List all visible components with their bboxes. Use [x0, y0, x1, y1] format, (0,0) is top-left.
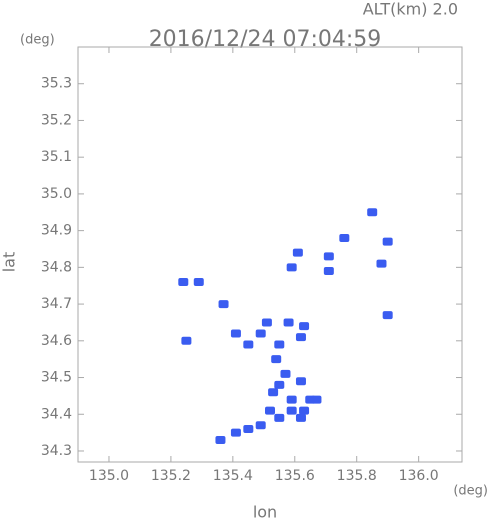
echo: [339, 233, 350, 242]
echo: [286, 395, 297, 404]
echo: [283, 318, 294, 327]
echo: [382, 311, 393, 320]
echo: [323, 267, 334, 276]
y-tick-label: 34.7: [41, 296, 72, 312]
echo: [265, 406, 275, 415]
x-tick-label: 135.8: [337, 468, 377, 484]
echo: [367, 208, 378, 217]
echo: [280, 369, 291, 378]
y-tick-label: 34.3: [41, 443, 72, 459]
y-tick-label: 35.3: [41, 76, 72, 92]
echo: [274, 340, 285, 349]
echo: [274, 380, 285, 389]
x-unit: (deg): [453, 484, 488, 499]
y-tick-label: 34.4: [41, 406, 72, 422]
echo: [243, 424, 254, 433]
x-tick-label: 135.2: [151, 468, 191, 484]
x-axis-label: lon: [253, 503, 277, 521]
echo: [292, 248, 303, 257]
echo: [243, 340, 254, 349]
echo: [218, 300, 229, 309]
x-tick-label: 135.0: [89, 468, 129, 484]
echo: [274, 413, 285, 422]
echo: [311, 395, 322, 404]
echo: [299, 406, 310, 415]
y-unit: (deg): [20, 33, 55, 48]
echo: [255, 329, 266, 338]
chart-title: 2016/12/24 07:04:59: [149, 27, 382, 52]
echo: [215, 435, 226, 444]
echo: [286, 406, 297, 415]
echo: [286, 263, 297, 272]
y-tick-label: 35.2: [41, 112, 72, 128]
echo: [181, 336, 192, 345]
echo: [193, 278, 204, 287]
plot-frame: [77, 46, 463, 463]
echo: [295, 333, 306, 342]
y-tick-label: 35.1: [41, 149, 72, 165]
echo: [178, 278, 189, 287]
y-tick-label: 34.6: [41, 333, 72, 349]
echo: [299, 322, 310, 331]
echo: [230, 428, 241, 437]
x-tick-label: 135.6: [275, 468, 315, 484]
echo: [376, 259, 387, 268]
echo: [271, 355, 282, 364]
x-tick-label: 136.0: [399, 468, 439, 484]
x-tick-label: 135.4: [213, 468, 253, 484]
y-axis-label: lat: [0, 252, 19, 273]
echo: [230, 329, 241, 338]
y-tick-label: 34.9: [41, 223, 72, 239]
echo: [255, 421, 266, 430]
y-tick-label: 34.8: [41, 259, 72, 275]
echo: [295, 413, 306, 422]
y-tick-label: 35.0: [41, 186, 72, 202]
echo: [261, 318, 272, 327]
echo: [382, 237, 393, 246]
echo: [268, 388, 279, 397]
echo: [323, 252, 334, 261]
echo: [295, 377, 306, 386]
altitude-label: ALT(km) 2.0: [363, 0, 458, 19]
y-tick-label: 34.5: [41, 370, 72, 386]
